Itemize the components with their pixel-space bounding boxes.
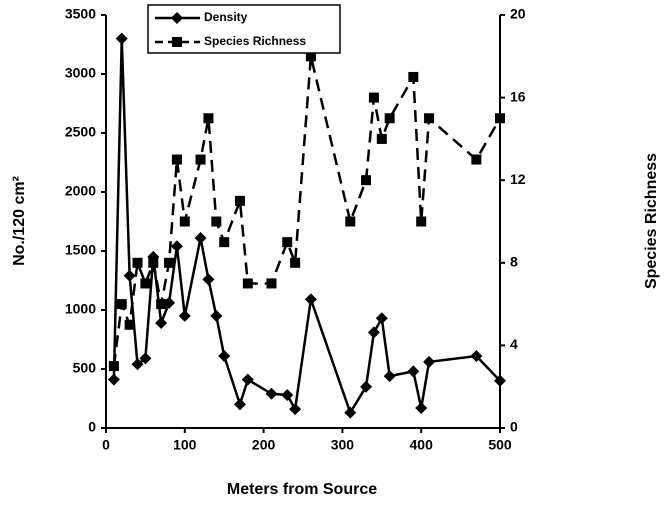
data-point — [211, 216, 222, 227]
data-point — [424, 113, 435, 124]
data-point — [360, 380, 373, 393]
data-point — [116, 299, 127, 310]
data-point — [470, 350, 483, 363]
data-point — [219, 237, 230, 248]
data-point — [282, 237, 293, 248]
x-tick-label: 300 — [331, 437, 355, 453]
data-point — [170, 240, 183, 253]
x-tick-label: 200 — [252, 437, 276, 453]
data-point — [407, 365, 420, 378]
x-axis-title: Meters from Source — [227, 481, 377, 498]
data-point — [423, 355, 436, 368]
y-tick-label: 1500 — [65, 242, 96, 258]
data-point — [344, 406, 357, 419]
x-tick-label: 400 — [410, 437, 434, 453]
data-point — [131, 358, 144, 371]
data-point — [494, 374, 506, 387]
data-point — [375, 312, 388, 325]
data-point — [304, 293, 317, 306]
data-point — [179, 216, 190, 227]
data-point — [241, 373, 254, 386]
data-point — [415, 401, 428, 414]
data-point — [124, 319, 135, 330]
data-point — [234, 195, 245, 206]
legend-marker — [171, 12, 183, 24]
data-point — [148, 257, 159, 268]
y2-tick-label: 4 — [510, 336, 518, 352]
y-tick-label: 3500 — [65, 6, 96, 22]
data-point — [281, 388, 294, 401]
data-point — [265, 387, 278, 400]
data-point — [471, 154, 482, 165]
legend-label: Species Richness — [204, 34, 306, 48]
data-point — [155, 316, 168, 329]
data-point — [376, 133, 387, 144]
y2-tick-label: 8 — [510, 254, 518, 270]
data-point — [233, 398, 246, 411]
data-point — [202, 273, 215, 286]
y2-tick-label: 16 — [510, 88, 526, 104]
y-tick-label: 2500 — [65, 124, 96, 140]
data-point — [139, 352, 152, 365]
data-point — [345, 216, 356, 227]
data-point — [140, 278, 151, 289]
data-point — [171, 154, 182, 165]
data-point — [156, 299, 167, 310]
data-point — [108, 361, 119, 372]
data-point — [195, 154, 206, 165]
y-tick-label: 1000 — [65, 301, 96, 317]
data-point — [416, 216, 427, 227]
legend-marker — [172, 37, 182, 47]
x-tick-label: 500 — [488, 437, 512, 453]
data-point — [289, 403, 302, 416]
data-point — [210, 309, 223, 322]
data-point — [305, 51, 316, 62]
data-point — [266, 278, 277, 289]
x-tick-label: 0 — [102, 437, 110, 453]
y2-tick-label: 12 — [510, 171, 526, 187]
y2-axis-title: Species Richness — [643, 153, 660, 289]
y-tick-label: 0 — [88, 419, 96, 435]
y-axis-title: No./120 cm² — [11, 176, 28, 266]
y-tick-label: 500 — [73, 360, 97, 376]
series-line — [112, 56, 502, 367]
data-point — [383, 370, 396, 383]
y2-tick-label: 20 — [510, 6, 526, 22]
data-point — [242, 278, 253, 289]
legend-label: Density — [204, 10, 248, 24]
data-point — [495, 113, 505, 124]
data-point — [203, 113, 214, 124]
data-point — [290, 257, 301, 268]
data-point — [408, 71, 419, 82]
data-point — [384, 113, 395, 124]
data-point — [367, 326, 380, 339]
data-point — [107, 373, 120, 386]
data-point — [123, 269, 136, 282]
data-point — [132, 257, 143, 268]
data-point — [368, 92, 379, 103]
data-point — [178, 309, 191, 322]
data-point — [115, 32, 128, 45]
data-point — [194, 232, 207, 245]
data-point — [164, 257, 175, 268]
y2-tick-label: 0 — [510, 419, 518, 435]
x-tick-label: 100 — [173, 437, 197, 453]
data-point — [361, 175, 372, 186]
y-tick-label: 3000 — [65, 65, 96, 81]
y-tick-label: 2000 — [65, 183, 96, 199]
data-point — [218, 350, 231, 363]
